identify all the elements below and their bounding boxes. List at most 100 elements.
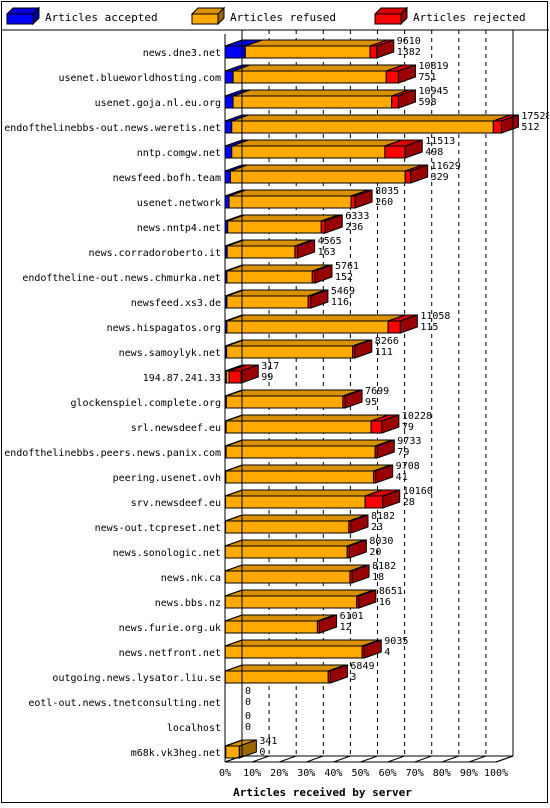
total-label: 10160 bbox=[403, 486, 433, 497]
category-label: eotl-out.news.tnetconsulting.net bbox=[28, 698, 221, 709]
category-label: peering.usenet.ovh bbox=[113, 473, 221, 484]
bar-side bbox=[240, 364, 259, 384]
bar-top bbox=[228, 189, 369, 197]
x-tick-label: 20% bbox=[270, 768, 288, 779]
bar-side bbox=[354, 189, 373, 209]
bar-top bbox=[231, 114, 511, 122]
bar-front bbox=[225, 420, 372, 434]
legend-label: Articles rejected bbox=[413, 11, 526, 24]
bar-front bbox=[244, 45, 371, 59]
category-label: news.samoylyk.net bbox=[119, 348, 221, 359]
bar-side bbox=[375, 464, 394, 484]
bar-segment bbox=[225, 739, 257, 759]
category-label: newsfeed.bofh.team bbox=[113, 173, 221, 184]
bar-front bbox=[224, 95, 234, 109]
total-label: 10945 bbox=[418, 86, 448, 97]
bar-front bbox=[384, 145, 406, 159]
bar-segment bbox=[361, 639, 382, 659]
bar-front bbox=[224, 195, 230, 209]
x-tick-label: 80% bbox=[433, 768, 451, 779]
secondary-label: 116 bbox=[331, 297, 349, 308]
secondary-label: 23 bbox=[371, 522, 383, 533]
bar-side bbox=[381, 414, 400, 434]
bar-side bbox=[297, 239, 316, 259]
bar-side bbox=[314, 264, 333, 284]
bar-side bbox=[344, 389, 363, 409]
x-tick-label: 0% bbox=[219, 768, 231, 779]
total-label: 10819 bbox=[418, 61, 448, 72]
bar-segment bbox=[342, 389, 363, 409]
total-label: 9733 bbox=[397, 436, 421, 447]
total-label: 6333 bbox=[345, 211, 369, 222]
total-label: 6849 bbox=[350, 661, 374, 672]
total-label: 0 bbox=[245, 711, 251, 722]
bar-top bbox=[225, 539, 365, 547]
bar-side bbox=[404, 139, 423, 159]
bar-segment bbox=[320, 214, 343, 234]
bar-front bbox=[224, 595, 358, 609]
x-tick-label: 90% bbox=[460, 768, 478, 779]
bar-segment bbox=[369, 39, 395, 59]
bar-segment bbox=[225, 464, 391, 484]
bar-segment bbox=[224, 639, 380, 659]
category-label: srv.newsdeef.eu bbox=[131, 498, 221, 509]
secondary-label: 115 bbox=[420, 322, 438, 333]
secondary-label: 0 bbox=[259, 747, 265, 758]
bar-side bbox=[351, 564, 370, 584]
bar-segment bbox=[224, 589, 374, 609]
bar-front bbox=[224, 670, 329, 684]
secondary-label: 751 bbox=[418, 72, 436, 83]
bar-segment bbox=[374, 439, 395, 459]
bar-top bbox=[225, 664, 346, 672]
legend-item: Articles refused bbox=[190, 6, 336, 26]
bar-segment bbox=[352, 339, 373, 359]
x-tick bbox=[495, 755, 514, 763]
x-tick bbox=[333, 755, 351, 763]
bar-front bbox=[226, 270, 313, 284]
total-label: 8035 bbox=[375, 186, 399, 197]
bar-side bbox=[324, 214, 343, 234]
legend-swatch-side bbox=[32, 6, 40, 26]
x-tick-label: 60% bbox=[379, 768, 397, 779]
secondary-label: 95 bbox=[365, 397, 377, 408]
category-label: news.netfront.net bbox=[119, 648, 221, 659]
total-label: 9708 bbox=[396, 461, 420, 472]
total-label: 4565 bbox=[318, 236, 342, 247]
secondary-label: 598 bbox=[418, 97, 436, 108]
bar-segment bbox=[294, 239, 316, 259]
bar-top bbox=[225, 489, 383, 497]
bar-top bbox=[225, 639, 380, 647]
bar-segment bbox=[231, 114, 511, 134]
x-axis-label: Articles received by server bbox=[233, 786, 412, 799]
category-label: nntp.comgw.net bbox=[137, 148, 221, 159]
bar-segment bbox=[226, 239, 313, 259]
bar-segment bbox=[364, 489, 401, 509]
legend-swatch-side bbox=[217, 6, 225, 26]
bar-segment bbox=[224, 564, 368, 584]
bar-segment bbox=[384, 139, 423, 159]
bar-front bbox=[404, 170, 412, 184]
category-label: outgoing.news.lysator.liu.se bbox=[52, 673, 221, 684]
category-label: usenet.goja.nl.eu.org bbox=[95, 98, 221, 109]
legend-swatch bbox=[191, 13, 219, 25]
total-label: 8266 bbox=[375, 336, 399, 347]
x-tick-label: 40% bbox=[324, 768, 342, 779]
total-label: 9035 bbox=[384, 636, 408, 647]
bar-segment bbox=[346, 539, 367, 559]
bar-front bbox=[225, 520, 350, 534]
secondary-label: 20 bbox=[369, 547, 381, 558]
bar-front bbox=[387, 320, 401, 334]
bar-front bbox=[391, 95, 399, 109]
secondary-label: 498 bbox=[425, 147, 443, 158]
total-label: 7699 bbox=[365, 386, 389, 397]
total-label: 5469 bbox=[331, 286, 355, 297]
x-tick-label: 100% bbox=[484, 768, 508, 779]
category-label: news.dne3.net bbox=[143, 48, 221, 59]
x-tick bbox=[387, 755, 405, 763]
bar-top bbox=[226, 339, 370, 347]
bar-front bbox=[224, 170, 231, 184]
total-label: 17528 bbox=[521, 111, 549, 122]
x-tick bbox=[279, 755, 297, 763]
bar-segment bbox=[224, 539, 365, 559]
